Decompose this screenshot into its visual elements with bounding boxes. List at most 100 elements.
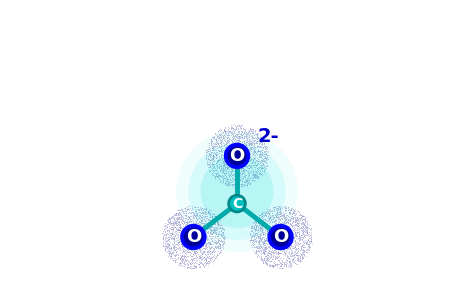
Point [266, 219, 274, 224]
Point [220, 135, 228, 140]
Point [255, 239, 263, 244]
Point [243, 164, 251, 169]
Point [236, 133, 243, 138]
Point [225, 139, 233, 144]
Point [248, 245, 255, 249]
Point [296, 247, 304, 252]
Point [214, 220, 222, 225]
Point [198, 252, 205, 257]
Point [248, 234, 256, 239]
Point [282, 261, 290, 266]
Point [168, 221, 176, 225]
Point [233, 157, 240, 162]
Point [209, 156, 217, 161]
Point [241, 163, 248, 168]
Point [296, 259, 304, 264]
Point [293, 253, 301, 258]
Point [186, 225, 193, 230]
Point [176, 228, 183, 233]
Point [299, 248, 307, 253]
Point [242, 178, 250, 183]
Point [180, 219, 187, 224]
Point [193, 212, 201, 217]
Point [188, 204, 196, 209]
Point [178, 253, 185, 258]
Point [178, 258, 186, 263]
Point [202, 156, 210, 161]
Point [214, 245, 222, 250]
Point [200, 255, 208, 260]
Point [190, 251, 197, 256]
Point [181, 248, 188, 253]
Point [277, 227, 284, 232]
Point [191, 225, 199, 230]
Point [201, 237, 209, 242]
Point [186, 215, 193, 220]
Point [254, 227, 261, 232]
Point [292, 230, 299, 235]
Point [303, 249, 311, 254]
Point [301, 235, 308, 239]
Point [264, 253, 272, 257]
Point [225, 164, 232, 169]
Point [217, 164, 225, 169]
Point [235, 128, 243, 133]
Point [212, 137, 219, 142]
Point [254, 228, 262, 232]
Point [236, 151, 244, 156]
Point [302, 239, 310, 244]
Point [284, 218, 292, 223]
Point [268, 228, 276, 233]
Point [175, 239, 182, 244]
Point [246, 126, 253, 131]
Point [271, 239, 279, 244]
Point [297, 232, 305, 237]
Point [294, 246, 301, 251]
Point [223, 165, 230, 170]
Point [202, 156, 210, 161]
Point [268, 238, 275, 242]
Point [297, 258, 304, 263]
Point [293, 252, 301, 257]
Point [187, 228, 194, 233]
Point [265, 217, 273, 221]
Point [232, 125, 239, 130]
Point [292, 246, 299, 251]
Point [203, 147, 211, 152]
Point [249, 233, 256, 238]
Point [263, 229, 270, 234]
Point [237, 131, 245, 136]
Point [180, 242, 187, 246]
Point [269, 217, 276, 222]
Point [295, 222, 302, 227]
Point [236, 172, 244, 177]
Point [218, 149, 226, 153]
Point [174, 238, 182, 243]
Point [288, 208, 295, 213]
Point [174, 211, 182, 216]
Point [246, 150, 253, 155]
Point [219, 233, 226, 238]
Point [198, 208, 205, 213]
Point [196, 223, 204, 228]
Point [175, 229, 182, 234]
Point [256, 239, 264, 244]
Point [240, 144, 247, 149]
Point [261, 236, 268, 241]
Point [213, 245, 220, 249]
Point [177, 228, 185, 233]
Point [226, 146, 234, 151]
Point [193, 232, 201, 237]
Point [280, 261, 287, 266]
Point [273, 227, 280, 231]
Point [225, 165, 233, 170]
Point [214, 248, 222, 253]
Point [219, 148, 227, 153]
Point [165, 242, 173, 247]
Point [235, 164, 242, 169]
Point [183, 239, 191, 244]
Point [236, 126, 244, 131]
Point [273, 225, 281, 230]
Point [206, 219, 214, 224]
Point [173, 228, 181, 233]
